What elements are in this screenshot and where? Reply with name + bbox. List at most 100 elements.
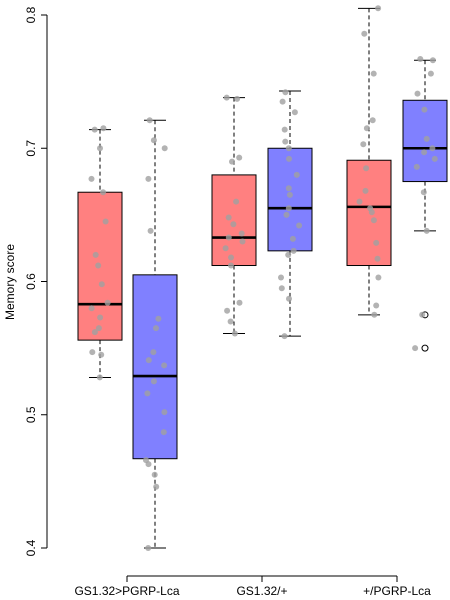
data-point	[95, 262, 102, 269]
data-point	[98, 281, 105, 288]
data-point	[375, 274, 382, 281]
data-point	[151, 471, 158, 478]
data-point	[356, 198, 363, 205]
data-point	[283, 211, 290, 218]
data-point	[227, 318, 234, 325]
data-point	[91, 329, 98, 336]
data-point	[413, 163, 420, 170]
data-point	[98, 351, 105, 358]
data-point	[145, 175, 152, 182]
y-tick-label: 0.4	[24, 539, 38, 556]
data-point	[367, 205, 374, 212]
data-point	[236, 299, 243, 306]
y-axis-label: Memory score	[3, 244, 17, 320]
data-point	[281, 333, 288, 340]
data-point	[373, 302, 380, 309]
data-point	[429, 145, 436, 152]
data-point	[414, 90, 421, 97]
box-3	[211, 94, 257, 337]
box-2	[132, 117, 178, 551]
data-point	[161, 145, 168, 152]
data-point	[285, 185, 292, 192]
data-point	[285, 251, 292, 258]
data-point	[420, 189, 427, 196]
data-point	[371, 311, 378, 318]
data-point	[95, 325, 102, 332]
data-point	[374, 255, 381, 262]
data-point	[286, 191, 293, 198]
data-point	[282, 138, 289, 145]
x-tick-label: GS1.32>PGRP-Lca	[74, 584, 179, 598]
box-4	[267, 89, 313, 340]
data-point	[369, 117, 376, 124]
data-point	[362, 187, 369, 194]
data-point	[88, 305, 95, 312]
data-point	[234, 95, 241, 102]
data-point	[147, 227, 154, 234]
data-point	[279, 98, 286, 105]
box-5	[346, 5, 392, 318]
data-point	[278, 285, 285, 292]
x-tick-label: GS1.32/+	[236, 584, 287, 598]
data-point	[427, 70, 434, 77]
data-point	[421, 106, 428, 113]
data-point	[104, 299, 111, 306]
data-point	[231, 330, 238, 337]
data-point	[89, 349, 96, 356]
data-point	[153, 325, 159, 332]
box-6	[402, 56, 448, 352]
data-point	[236, 154, 243, 161]
data-point	[286, 295, 292, 302]
box-iqr	[211, 174, 257, 267]
data-point	[91, 126, 98, 133]
data-point	[160, 429, 167, 436]
plot-area	[77, 5, 448, 551]
data-point	[373, 239, 380, 246]
x-tick-label: +/PGRP-Lca	[363, 584, 431, 598]
data-point	[282, 89, 289, 96]
box-iqr	[267, 147, 313, 252]
data-point	[370, 217, 377, 224]
data-point	[153, 483, 160, 490]
data-point	[293, 171, 300, 178]
data-point	[161, 362, 168, 369]
data-point	[100, 189, 107, 196]
data-point	[146, 117, 153, 124]
box-iqr	[132, 274, 178, 460]
data-point	[97, 314, 104, 321]
data-point	[150, 137, 157, 144]
data-point	[423, 135, 430, 142]
data-point	[239, 238, 246, 245]
data-point	[228, 262, 234, 269]
data-point	[363, 165, 370, 172]
data-point	[143, 457, 149, 464]
data-point	[278, 274, 284, 281]
data-point	[285, 205, 292, 212]
data-point	[145, 357, 152, 364]
data-point	[229, 158, 235, 165]
data-point	[429, 57, 436, 64]
data-point	[417, 56, 424, 62]
data-point	[375, 5, 382, 12]
data-point	[230, 221, 237, 228]
data-point	[370, 70, 377, 77]
y-tick-label: 0.5	[24, 406, 38, 423]
y-tick-label: 0.7	[24, 140, 38, 157]
data-point	[421, 149, 428, 156]
data-point	[363, 125, 370, 132]
y-tick-label: 0.8	[24, 6, 38, 23]
data-point	[238, 230, 245, 237]
data-point	[225, 214, 232, 221]
data-point	[412, 345, 419, 352]
data-point	[286, 155, 292, 162]
data-point	[92, 251, 99, 258]
data-point	[289, 235, 296, 242]
data-point	[155, 315, 162, 322]
data-point	[290, 247, 297, 254]
data-point	[224, 307, 231, 314]
data-point	[222, 245, 229, 252]
data-point	[223, 94, 230, 101]
y-tick-label: 0.6	[24, 273, 38, 290]
data-point	[296, 222, 303, 229]
